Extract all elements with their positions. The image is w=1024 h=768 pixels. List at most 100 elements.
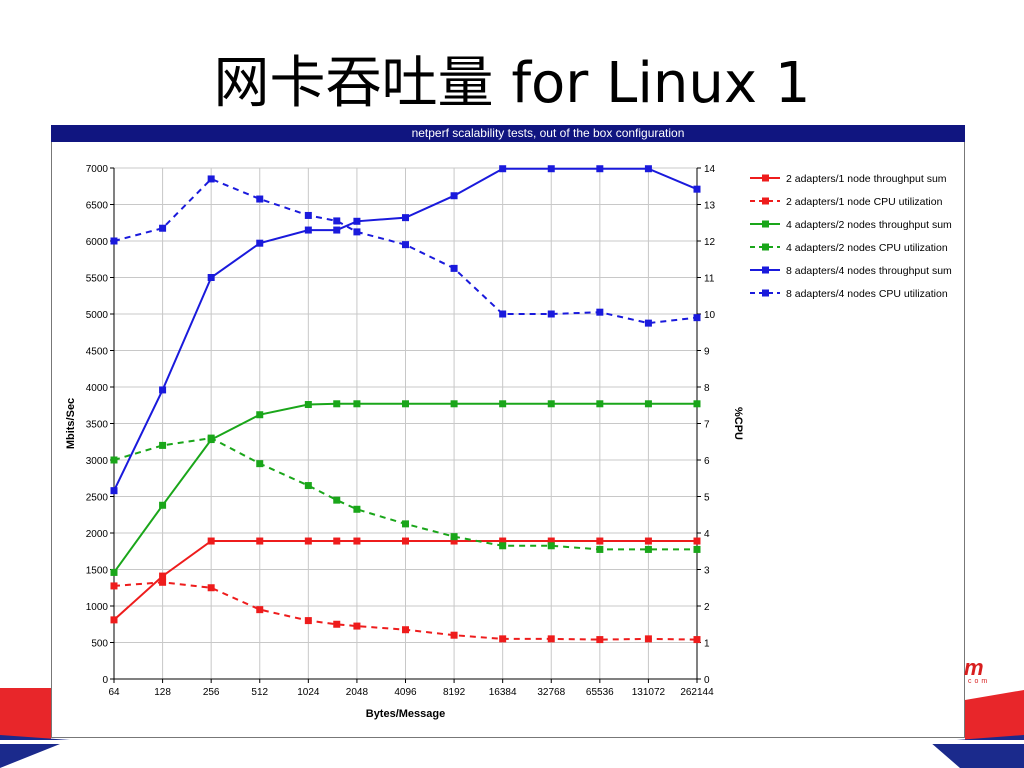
series-5-point xyxy=(402,214,409,222)
series-3-point xyxy=(499,400,507,408)
series-2-point xyxy=(333,620,341,628)
series-5-point xyxy=(450,192,458,200)
series-2-point xyxy=(304,617,312,625)
series-1-point xyxy=(499,537,507,545)
series-1-point xyxy=(256,537,264,545)
y2-tick-label: 11 xyxy=(704,274,715,285)
series-6-point xyxy=(450,264,458,272)
x-tick-label: 2048 xyxy=(346,687,369,698)
series-4-point xyxy=(110,456,118,464)
series-5-point xyxy=(110,487,118,495)
series-2-point xyxy=(402,626,409,634)
series-3-point xyxy=(256,411,264,419)
series-5-point xyxy=(499,165,507,173)
series-4-point xyxy=(333,496,341,504)
series-5-point xyxy=(304,226,312,234)
legend-entry: 4 adapters/2 nodes CPU utilization xyxy=(786,242,948,254)
y-tick-label: 4000 xyxy=(86,383,109,394)
series-2-point xyxy=(596,636,604,644)
series-1-point xyxy=(693,537,701,545)
x-tick-label: 8192 xyxy=(443,687,466,698)
series-5-point xyxy=(256,239,264,247)
brand-logo-sub: com xyxy=(968,678,991,685)
series-1-point xyxy=(402,537,409,545)
legend-entry: 2 adapters/1 node throughput sum xyxy=(786,173,947,185)
series-line-4 xyxy=(113,437,697,551)
series-5-point xyxy=(644,165,652,173)
series-3-point xyxy=(333,400,341,408)
series-2-point xyxy=(547,635,555,643)
y2-tick-label: 0 xyxy=(704,675,710,686)
y-tick-label: 7000 xyxy=(86,164,109,175)
series-6-point xyxy=(304,211,312,219)
series-1-point xyxy=(450,537,458,545)
series-2-point xyxy=(256,606,264,614)
series-2-point xyxy=(499,635,507,643)
line-chart: 0 500 1000 1500 2000 2500 3000 3500 4000 4500 5000… xyxy=(65,164,952,720)
series-1-point xyxy=(110,616,118,624)
y2-tick-label: 12 xyxy=(704,237,716,248)
legend-swatch-marker xyxy=(762,220,769,228)
series-1-point xyxy=(304,537,312,545)
series-4-point xyxy=(547,542,555,550)
series-line-2 xyxy=(113,581,698,641)
x-tick-label: 256 xyxy=(203,687,220,698)
y-tick-label: 2000 xyxy=(86,529,109,540)
x-tick-label: 262144 xyxy=(680,687,714,698)
y-tick-label: 5500 xyxy=(86,274,109,285)
y2-tick-label: 5 xyxy=(704,493,710,504)
series-5-point xyxy=(353,217,361,225)
series-6-point xyxy=(110,237,118,245)
slide-title: 网卡吞吐量 for Linux 1 xyxy=(213,51,811,116)
legend-swatch-marker xyxy=(762,289,769,297)
series-6-point xyxy=(693,314,701,322)
series-3-point xyxy=(159,501,167,509)
y2-tick-label: 13 xyxy=(704,201,716,212)
series-4-point xyxy=(693,545,701,553)
y2-tick-label: 14 xyxy=(704,164,716,175)
y2-tick-label: 4 xyxy=(704,529,710,540)
series-line-6 xyxy=(113,177,698,325)
series-2-point xyxy=(159,578,167,586)
x-tick-label: 131072 xyxy=(632,687,666,698)
series-line-1 xyxy=(113,540,697,621)
series-3-point xyxy=(402,400,409,408)
legend-swatch-marker xyxy=(762,174,769,182)
series-line-3 xyxy=(113,402,697,573)
y2-tick-label: 1 xyxy=(704,639,710,650)
series-4-point xyxy=(256,460,264,468)
decor-right-red-shape xyxy=(965,690,1024,740)
series-6-point xyxy=(644,319,652,327)
series-6-point xyxy=(499,310,507,318)
y-tick-label: 1000 xyxy=(86,602,109,613)
series-2-point xyxy=(353,622,361,630)
y-tick-label: 6500 xyxy=(86,201,109,212)
series-2-point xyxy=(450,631,458,639)
series-5-point xyxy=(159,386,167,394)
series-3-point xyxy=(304,401,312,409)
y-tick-label: 1500 xyxy=(86,566,109,577)
chart-frame: 0 500 1000 1500 2000 2500 3000 3500 4000 4500 5000… xyxy=(51,142,965,738)
series-5-point xyxy=(596,165,604,173)
series-4-point xyxy=(450,533,458,541)
decor-left-red-shape xyxy=(0,688,51,748)
series-6-point xyxy=(159,224,167,232)
y-tick-label: 500 xyxy=(91,639,108,650)
y2-tick-label: 9 xyxy=(704,347,710,358)
y-axis-label: Mbits/Sec xyxy=(65,398,77,449)
y-tick-label: 3500 xyxy=(86,420,109,431)
y2-tick-label: 3 xyxy=(704,566,710,577)
x-tick-label: 128 xyxy=(154,687,171,698)
series-3-point xyxy=(353,400,361,408)
legend-swatch-marker xyxy=(762,243,769,251)
series-4-point xyxy=(207,434,215,442)
x-tick-label: 16384 xyxy=(489,687,517,698)
series-3-point xyxy=(547,400,555,408)
series-line-5 xyxy=(113,167,698,492)
legend-entry: 2 adapters/1 node CPU utilization xyxy=(786,196,943,208)
series-3-point xyxy=(693,400,701,408)
x-tick-label: 1024 xyxy=(297,687,320,698)
x-axis-label: Bytes/Message xyxy=(366,708,446,720)
series-5-point xyxy=(693,185,701,193)
